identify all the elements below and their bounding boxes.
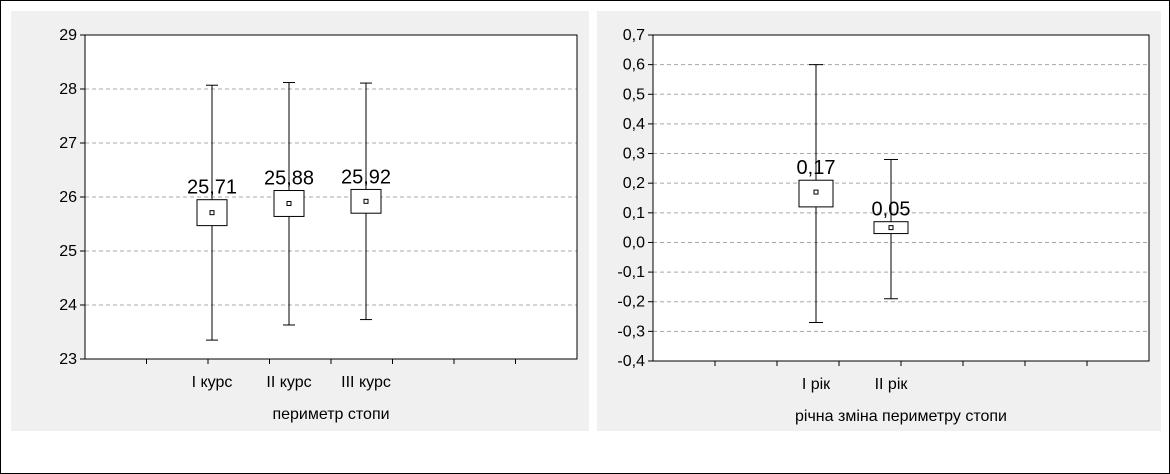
mean-label: 0,05: [872, 199, 911, 221]
y-tick-label: 29: [59, 27, 77, 44]
left-chart: 23 24 25 26 27 28 29 25,71 І курс 25,88 ІІ курс 25,…: [59, 27, 578, 423]
y-tick-label: 0,2: [623, 175, 645, 192]
mean-marker: [888, 225, 894, 231]
mean-label: 25,71: [187, 177, 237, 199]
plot-frame: [652, 34, 1150, 362]
y-tick-label: 25: [59, 243, 77, 260]
y-tick-label: 0,3: [623, 146, 645, 163]
y-tick-label: 28: [59, 81, 77, 98]
x-tick-label: І рік: [802, 376, 831, 393]
y-tick-label: 23: [59, 351, 77, 368]
y-tick-label: -0,4: [617, 353, 645, 370]
x-tick-label: І курс: [192, 374, 233, 391]
right-chart-panel: -0,4 -0,3 -0,2 -0,1 0,0 0,1 0,2 0,3 0,4 0,5 0,6 0,7…: [597, 11, 1161, 431]
plot-frame: [84, 34, 578, 360]
plot-area: [653, 35, 1149, 361]
y-tick-label: -0,2: [617, 294, 645, 311]
mean-label: 25,88: [264, 168, 314, 190]
x-tick-label: ІІ курс: [266, 374, 311, 391]
y-tick-label: -0,3: [617, 323, 645, 340]
x-axis-label: річна зміна периметру стопи: [795, 408, 1007, 425]
y-tick-label: 0,7: [623, 27, 645, 44]
box: [273, 190, 305, 217]
mean-marker: [813, 189, 819, 195]
x-axis-label: периметр стопи: [272, 406, 389, 423]
y-tick-label: 0,0: [623, 234, 645, 251]
x-tick-label: ІІ рік: [875, 376, 909, 393]
y-tick-label: 27: [59, 135, 77, 152]
mean-marker: [363, 198, 369, 204]
mean-label: 0,17: [797, 157, 836, 179]
left-chart-panel: 23 24 25 26 27 28 29 25,71 І курс 25,88 ІІ курс 25,…: [11, 11, 589, 431]
mean-label: 25,92: [341, 166, 391, 188]
mean-marker: [209, 210, 215, 216]
y-tick-label: 26: [59, 189, 77, 206]
mean-marker: [286, 200, 292, 206]
y-tick-label: 0,1: [623, 205, 645, 222]
y-tick-label: -0,1: [617, 264, 645, 281]
y-tick-label: 0,5: [623, 86, 645, 103]
y-tick-label: 24: [59, 297, 77, 314]
y-tick-label: 0,6: [623, 57, 645, 74]
right-chart: -0,4 -0,3 -0,2 -0,1 0,0 0,1 0,2 0,3 0,4 0,5 0,6 0,7…: [617, 27, 1150, 425]
x-tick-label: ІІІ курс: [341, 374, 391, 391]
y-tick-label: 0,4: [623, 116, 645, 133]
